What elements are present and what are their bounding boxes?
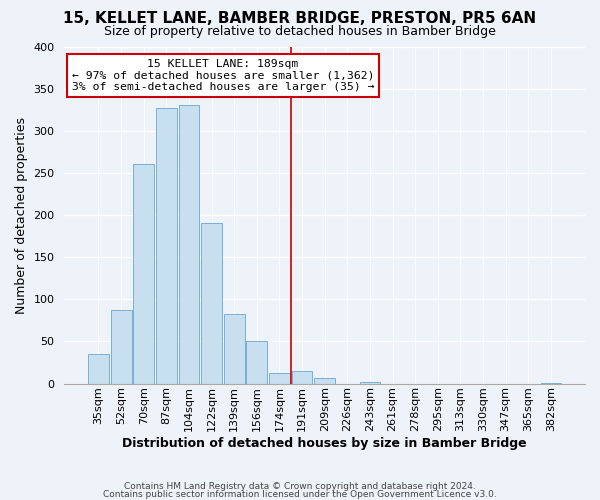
Bar [133, 164, 154, 384]
Bar [269, 372, 290, 384]
Bar [314, 378, 335, 384]
Text: Contains public sector information licensed under the Open Government Licence v3: Contains public sector information licen… [103, 490, 497, 499]
Bar [224, 314, 245, 384]
Bar [156, 108, 177, 384]
Bar [201, 224, 222, 384]
Bar [247, 342, 267, 384]
Bar [359, 382, 380, 384]
Text: 15 KELLET LANE: 189sqm
← 97% of detached houses are smaller (1,362)
3% of semi-d: 15 KELLET LANE: 189sqm ← 97% of detached… [71, 59, 374, 92]
X-axis label: Distribution of detached houses by size in Bamber Bridge: Distribution of detached houses by size … [122, 437, 527, 450]
Bar [292, 371, 313, 384]
Bar [110, 310, 131, 384]
Bar [88, 354, 109, 384]
Bar [179, 106, 199, 384]
Text: Contains HM Land Registry data © Crown copyright and database right 2024.: Contains HM Land Registry data © Crown c… [124, 482, 476, 491]
Bar [541, 382, 562, 384]
Text: Size of property relative to detached houses in Bamber Bridge: Size of property relative to detached ho… [104, 25, 496, 38]
Y-axis label: Number of detached properties: Number of detached properties [15, 116, 28, 314]
Text: 15, KELLET LANE, BAMBER BRIDGE, PRESTON, PR5 6AN: 15, KELLET LANE, BAMBER BRIDGE, PRESTON,… [64, 11, 536, 26]
